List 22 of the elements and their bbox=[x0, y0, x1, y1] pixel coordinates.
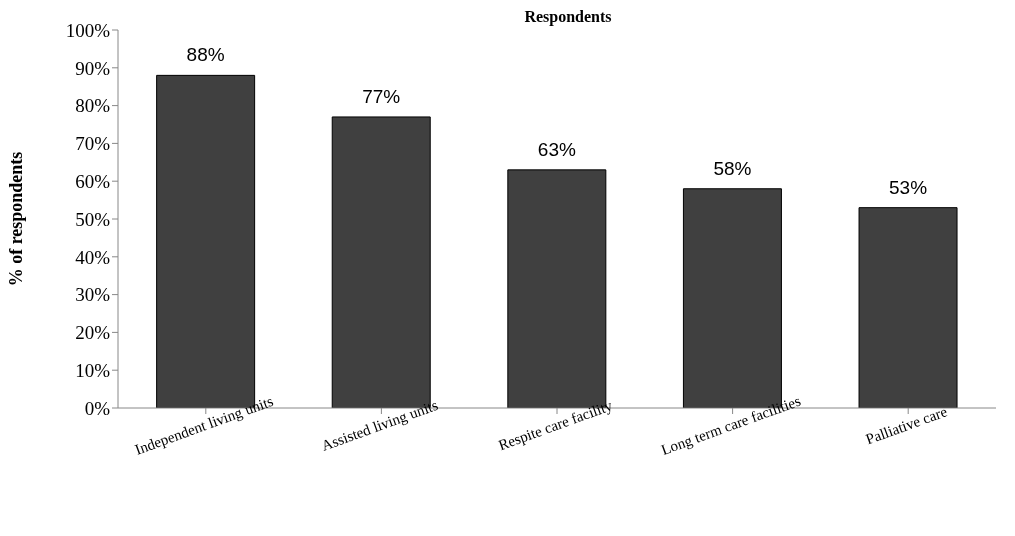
data-label: 88% bbox=[186, 44, 225, 66]
y-tick-label: 60% bbox=[75, 170, 111, 192]
data-label: 58% bbox=[713, 157, 752, 179]
y-tick-label: 0% bbox=[84, 397, 111, 419]
y-tick-label: 10% bbox=[75, 359, 111, 381]
y-tick-label: 50% bbox=[75, 208, 111, 230]
y-tick-label: 20% bbox=[75, 322, 111, 344]
y-axis-title: % of respondents bbox=[6, 151, 27, 287]
y-tick-label: 40% bbox=[75, 246, 111, 268]
bar bbox=[858, 207, 958, 408]
data-label: 77% bbox=[362, 85, 401, 107]
y-tick-label: 70% bbox=[75, 133, 111, 155]
x-tick-label: Respite care facility bbox=[496, 397, 615, 454]
y-tick-label: 100% bbox=[65, 19, 111, 41]
y-tick-label: 90% bbox=[75, 57, 111, 79]
data-label: 53% bbox=[889, 176, 928, 198]
y-tick-label: 80% bbox=[75, 95, 111, 117]
chart-title: Respondents bbox=[523, 8, 613, 26]
data-label: 63% bbox=[537, 138, 576, 160]
x-tick-label: Long term care facilities bbox=[659, 392, 803, 458]
x-tick-label: Palliative care bbox=[863, 403, 950, 448]
y-tick-label: 30% bbox=[75, 284, 111, 306]
